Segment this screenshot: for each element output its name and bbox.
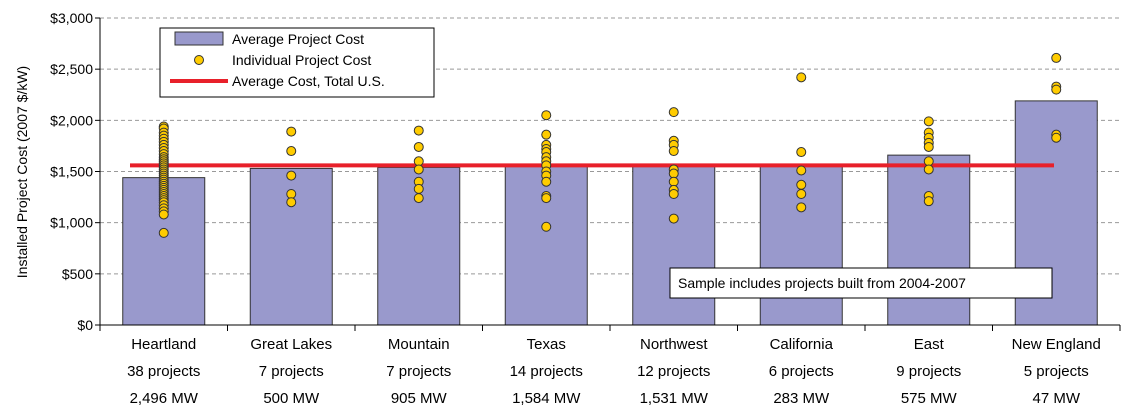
project-dot <box>668 146 679 157</box>
category-label: Texas <box>527 336 566 353</box>
project-dot <box>158 209 169 220</box>
category-mw-label: 500 MW <box>263 390 320 407</box>
legend-label-average-cost-total-us: Average Cost, Total U.S. <box>232 73 385 89</box>
project-dot <box>413 164 424 175</box>
bar-east <box>887 154 971 326</box>
project-dot <box>668 168 679 179</box>
category-mw-label: 2,496 MW <box>130 390 199 407</box>
category-projects-label: 6 projects <box>769 363 834 380</box>
project-dot <box>668 107 679 118</box>
project-dot <box>286 146 297 157</box>
category-projects-label: 5 projects <box>1024 363 1089 380</box>
project-dot <box>923 141 934 152</box>
project-dot <box>1051 52 1062 63</box>
category-mw-label: 47 MW <box>1032 390 1080 407</box>
project-dot <box>158 227 169 238</box>
category-mw-label: 283 MW <box>773 390 830 407</box>
sample-note: Sample includes projects built from 2004… <box>669 267 1053 299</box>
project-dot <box>796 202 807 213</box>
y-tick-label: $2,000 <box>50 112 93 128</box>
legend: Average Project Cost Individual Project … <box>159 27 435 98</box>
dots <box>158 52 1062 238</box>
legend-bar-swatch <box>174 31 224 46</box>
legend-label-average-project-cost: Average Project Cost <box>232 31 364 47</box>
project-dot <box>413 183 424 194</box>
category-mw-label: 905 MW <box>391 390 448 407</box>
project-dot <box>923 116 934 127</box>
category-labels: Heartland 38 projects 2,496 MW Great Lakes 7… <box>127 336 1101 407</box>
project-dot <box>413 156 424 167</box>
category-label: East <box>914 336 945 353</box>
project-dot <box>286 170 297 181</box>
project-dot <box>541 176 552 187</box>
project-dot <box>796 189 807 200</box>
project-dot <box>413 125 424 136</box>
project-dot <box>541 221 552 232</box>
category-label: Great Lakes <box>250 336 332 353</box>
category-label: California <box>770 336 834 353</box>
project-dot <box>668 189 679 200</box>
category-projects-label: 7 projects <box>259 363 324 380</box>
y-tick-label: $2,500 <box>50 61 93 77</box>
project-dot <box>413 193 424 204</box>
category-label: Northwest <box>640 336 708 353</box>
category-mw-label: 575 MW <box>901 390 958 407</box>
y-axis-label: Installed Project Cost (2007 $/kW) <box>14 66 30 278</box>
category-label: Mountain <box>388 336 450 353</box>
category-label: New England <box>1012 336 1101 353</box>
project-dot <box>541 129 552 140</box>
project-dot <box>796 165 807 176</box>
project-dot <box>541 110 552 121</box>
category-projects-label: 7 projects <box>386 363 451 380</box>
project-dot <box>286 126 297 137</box>
project-dot <box>796 147 807 158</box>
legend-dot-swatch <box>194 55 204 65</box>
y-tick-label: $1,500 <box>50 164 93 180</box>
sample-note-text: Sample includes projects built from 2004… <box>678 275 966 291</box>
project-dot <box>286 189 297 200</box>
project-dot <box>796 179 807 190</box>
y-tick-label: $500 <box>62 266 93 282</box>
project-dot <box>541 193 552 204</box>
project-dot <box>668 213 679 224</box>
project-dot <box>923 164 934 175</box>
y-tick-labels: $0 $500 $1,000 $1,500 $2,000 $2,500 $3,000 <box>50 10 100 333</box>
project-dot <box>668 176 679 187</box>
y-tick-label: $1,000 <box>50 215 93 231</box>
project-dot <box>796 72 807 83</box>
bar-texas <box>504 164 588 326</box>
category-mw-label: 1,531 MW <box>640 390 709 407</box>
category-projects-label: 9 projects <box>896 363 961 380</box>
project-dot <box>413 141 424 152</box>
y-tick-label: $0 <box>77 317 93 333</box>
project-dot <box>286 197 297 208</box>
project-dot <box>1051 84 1062 95</box>
category-projects-label: 14 projects <box>510 363 583 380</box>
project-dot <box>923 156 934 167</box>
project-dot <box>1051 132 1062 143</box>
category-label: Heartland <box>131 336 196 353</box>
category-projects-label: 12 projects <box>637 363 710 380</box>
project-dot <box>923 196 934 207</box>
sample-note-box <box>669 267 1053 299</box>
category-projects-label: 38 projects <box>127 363 200 380</box>
y-tick-label: $3,000 <box>50 10 93 26</box>
category-mw-label: 1,584 MW <box>512 390 581 407</box>
legend-label-individual-project-cost: Individual Project Cost <box>232 52 371 68</box>
